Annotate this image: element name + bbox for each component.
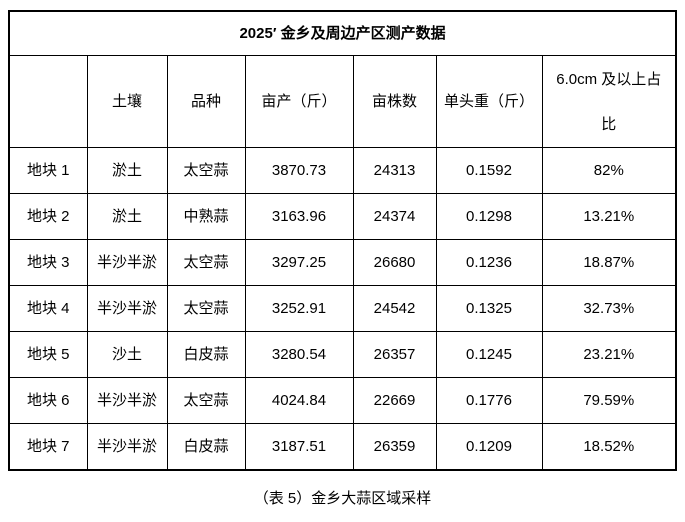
plants-cell: 24542 xyxy=(352,285,437,332)
header-cell-plants: 亩株数 xyxy=(352,55,437,148)
yield-cell: 3280.54 xyxy=(244,331,354,378)
table-row: 地块 2 淤土 中熟蒜 3163.96 24374 0.1298 13.21% xyxy=(8,193,677,240)
plants-cell: 24313 xyxy=(352,147,437,194)
header-cell-soil: 土壤 xyxy=(86,55,168,148)
soil-cell: 半沙半淤 xyxy=(86,285,168,332)
plot-label-cell: 地块 4 xyxy=(8,285,88,332)
head-weight-cell: 0.1776 xyxy=(435,377,543,424)
variety-cell: 太空蒜 xyxy=(166,285,246,332)
yield-cell: 3163.96 xyxy=(244,193,354,240)
table-caption: （表 5）金乡大蒜区域采样 xyxy=(253,490,432,507)
yield-cell: 3187.51 xyxy=(244,423,354,471)
plot-label-cell: 地块 7 xyxy=(8,423,88,471)
table-row: 地块 6 半沙半淤 太空蒜 4024.84 22669 0.1776 79.59… xyxy=(8,377,677,424)
size-ratio-cell: 18.87% xyxy=(541,239,677,286)
header-row: 土壤 品种 亩产（斤） 亩株数 单头重（斤） 6.0cm 及以上占比 xyxy=(8,55,677,148)
head-weight-cell: 0.1592 xyxy=(435,147,543,194)
yield-data-table: 2025′ 金乡及周边产区测产数据 土壤 品种 亩产（斤） 亩株数 单头重（斤）… xyxy=(8,10,678,471)
plot-label-cell: 地块 2 xyxy=(8,193,88,240)
variety-cell: 太空蒜 xyxy=(166,377,246,424)
variety-cell: 太空蒜 xyxy=(166,147,246,194)
table-row: 地块 1 淤土 太空蒜 3870.73 24313 0.1592 82% xyxy=(8,147,677,194)
plants-cell: 26359 xyxy=(352,423,437,471)
header-cell-size-ratio: 6.0cm 及以上占比 xyxy=(541,55,677,148)
size-ratio-cell: 82% xyxy=(541,147,677,194)
head-weight-cell: 0.1236 xyxy=(435,239,543,286)
variety-cell: 中熟蒜 xyxy=(166,193,246,240)
head-weight-cell: 0.1325 xyxy=(435,285,543,332)
variety-cell: 太空蒜 xyxy=(166,239,246,286)
plants-cell: 22669 xyxy=(352,377,437,424)
plot-label-cell: 地块 6 xyxy=(8,377,88,424)
plants-cell: 26680 xyxy=(352,239,437,286)
table-row: 地块 5 沙土 白皮蒜 3280.54 26357 0.1245 23.21% xyxy=(8,331,677,378)
header-cell-variety: 品种 xyxy=(166,55,246,148)
yield-cell: 4024.84 xyxy=(244,377,354,424)
size-ratio-cell: 13.21% xyxy=(541,193,677,240)
size-ratio-cell: 32.73% xyxy=(541,285,677,332)
header-cell-blank xyxy=(8,55,88,148)
title-row: 2025′ 金乡及周边产区测产数据 xyxy=(8,10,677,56)
variety-cell: 白皮蒜 xyxy=(166,423,246,471)
header-cell-head-weight: 单头重（斤） xyxy=(435,55,543,148)
plants-cell: 24374 xyxy=(352,193,437,240)
plot-label-cell: 地块 5 xyxy=(8,331,88,378)
table-row: 地块 4 半沙半淤 太空蒜 3252.91 24542 0.1325 32.73… xyxy=(8,285,677,332)
soil-cell: 沙土 xyxy=(86,331,168,378)
soil-cell: 半沙半淤 xyxy=(86,377,168,424)
yield-cell: 3252.91 xyxy=(244,285,354,332)
head-weight-cell: 0.1298 xyxy=(435,193,543,240)
plants-cell: 26357 xyxy=(352,331,437,378)
plot-label-cell: 地块 3 xyxy=(8,239,88,286)
head-weight-cell: 0.1209 xyxy=(435,423,543,471)
soil-cell: 淤土 xyxy=(86,193,168,240)
table-sheet: 2025′ 金乡及周边产区测产数据 土壤 品种 亩产（斤） 亩株数 单头重（斤）… xyxy=(8,10,678,508)
table-row: 地块 3 半沙半淤 太空蒜 3297.25 26680 0.1236 18.87… xyxy=(8,239,677,286)
size-ratio-cell: 18.52% xyxy=(541,423,677,471)
table-title: 2025′ 金乡及周边产区测产数据 xyxy=(8,10,677,56)
soil-cell: 半沙半淤 xyxy=(86,239,168,286)
size-ratio-header-text: 6.0cm 及以上占比 xyxy=(556,70,662,133)
soil-cell: 半沙半淤 xyxy=(86,423,168,471)
soil-cell: 淤土 xyxy=(86,147,168,194)
yield-cell: 3870.73 xyxy=(244,147,354,194)
yield-cell: 3297.25 xyxy=(244,239,354,286)
size-ratio-cell: 79.59% xyxy=(541,377,677,424)
head-weight-cell: 0.1245 xyxy=(435,331,543,378)
size-ratio-cell: 23.21% xyxy=(541,331,677,378)
variety-cell: 白皮蒜 xyxy=(166,331,246,378)
header-cell-yield: 亩产（斤） xyxy=(244,55,354,148)
plot-label-cell: 地块 1 xyxy=(8,147,88,194)
table-row: 地块 7 半沙半淤 白皮蒜 3187.51 26359 0.1209 18.52… xyxy=(8,423,677,471)
